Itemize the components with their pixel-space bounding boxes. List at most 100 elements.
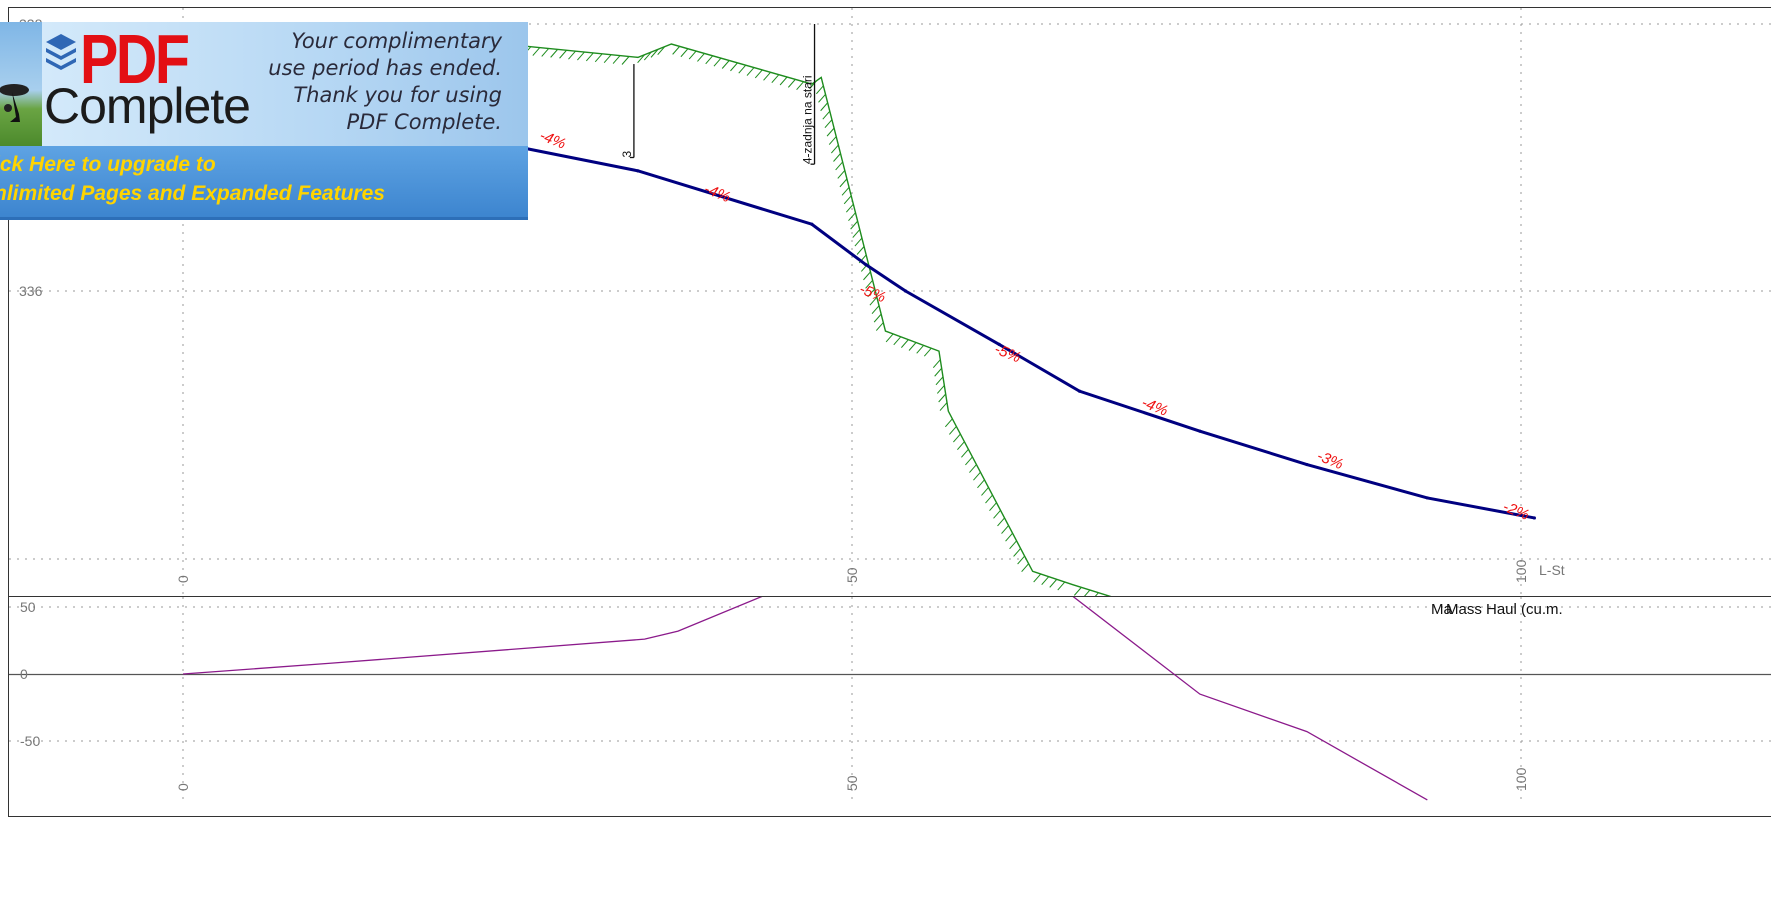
existing-ground-hatch xyxy=(688,50,697,60)
design-grade-vertex xyxy=(863,262,867,266)
existing-ground-hatch xyxy=(981,487,989,496)
banner-top: PDF Complete Your complimentary use peri… xyxy=(0,22,528,146)
mass-haul-frame xyxy=(8,596,1771,817)
design-grade-vertex xyxy=(1198,429,1202,433)
existing-ground-hatch xyxy=(830,144,839,154)
existing-ground-line xyxy=(504,43,1112,596)
existing-ground-hatch xyxy=(754,69,763,79)
existing-ground-hatch xyxy=(977,479,985,489)
existing-ground-hatch xyxy=(603,54,612,64)
existing-ground-hatch xyxy=(845,203,854,213)
existing-ground-hatch xyxy=(916,345,925,354)
existing-ground-hatch xyxy=(818,93,826,103)
existing-ground-hatch xyxy=(730,62,738,72)
profile-plot xyxy=(502,24,1536,617)
pdf-complete-logo: PDF Complete xyxy=(42,20,251,144)
existing-ground-hatch xyxy=(822,110,831,120)
existing-ground-hatch xyxy=(738,64,747,74)
existing-ground-hatch xyxy=(532,47,541,56)
existing-ground-hatch xyxy=(885,333,894,343)
existing-ground-hatch xyxy=(856,246,865,255)
design-grade-vertex xyxy=(997,342,1001,346)
existing-ground-hatch xyxy=(637,54,645,64)
existing-ground-hatch xyxy=(1017,555,1025,565)
existing-ground-hatch xyxy=(854,237,863,247)
existing-ground-hatch xyxy=(923,347,932,357)
profile-x-tick-label: 0 xyxy=(175,575,191,583)
existing-ground-hatch xyxy=(1142,607,1149,615)
existing-ground-hatch xyxy=(1005,532,1013,542)
existing-ground-hatch xyxy=(1094,592,1099,596)
design-grade-vertex xyxy=(1425,496,1429,500)
existing-ground-hatch xyxy=(867,288,876,298)
profile-y-tick-label: 336 xyxy=(19,283,43,299)
grade-percent-label: -4% xyxy=(537,127,568,153)
existing-ground-hatch xyxy=(771,74,780,83)
existing-ground-hatch xyxy=(957,441,965,450)
existing-ground-hatch xyxy=(1117,600,1124,608)
existing-ground-hatch xyxy=(1013,548,1021,557)
design-grade-vertex xyxy=(810,222,814,226)
existing-ground-hatch xyxy=(828,136,837,145)
existing-ground-hatch xyxy=(1057,581,1066,591)
existing-ground-hatch xyxy=(871,305,880,315)
mass-haul-line xyxy=(182,597,1428,801)
banner-message-line: PDF Complete. xyxy=(346,110,502,134)
upgrade-line[interactable]: ick Here to upgrade to xyxy=(0,153,216,176)
existing-ground-hatch xyxy=(672,46,681,55)
design-grade-line xyxy=(503,142,1535,520)
logo-complete-text: Complete xyxy=(44,78,251,134)
existing-ground-hatch xyxy=(1001,525,1009,534)
profile-x-tick-label: 100 xyxy=(1513,559,1529,583)
mass-haul-plot xyxy=(182,597,1428,801)
upgrade-line[interactable]: nlimited Pages and Expanded Features xyxy=(0,182,385,205)
grade-percent-label: -5% xyxy=(857,281,888,307)
existing-ground-hatch xyxy=(713,57,722,67)
grade-percent-label: -5% xyxy=(992,341,1023,367)
existing-ground-hatch xyxy=(953,433,961,443)
existing-ground-hatch xyxy=(1073,587,1082,596)
existing-ground-hatch xyxy=(869,296,878,306)
existing-ground-hatch xyxy=(815,85,824,95)
logo-pdf-text: PDF xyxy=(80,20,190,98)
upgrade-link[interactable]: ick Here to upgrade to nlimited Pages an… xyxy=(0,146,528,220)
existing-ground-hatch xyxy=(550,49,559,58)
existing-ground-hatch xyxy=(865,279,873,289)
existing-ground-hatch xyxy=(873,313,882,323)
profile-axis-caption: L-St xyxy=(1539,562,1565,578)
existing-ground-hatch xyxy=(848,212,856,222)
existing-ground-hatch xyxy=(1021,563,1029,573)
existing-ground-hatch xyxy=(779,76,788,86)
existing-ground-hatch xyxy=(841,186,850,196)
mass-haul-y-tick-label: 0 xyxy=(20,666,28,682)
grade-percent-label: -4% xyxy=(702,180,733,206)
existing-ground-hatch xyxy=(1151,609,1158,617)
existing-ground-hatch xyxy=(985,494,993,504)
existing-ground-hatch xyxy=(939,402,948,411)
design-grade-vertex xyxy=(903,289,908,293)
upgrade-link-text[interactable]: ick Here to upgrade to nlimited Pages an… xyxy=(0,150,385,208)
station-marker-label: 4-zadnja na stari xyxy=(801,75,815,164)
existing-ground-hatch xyxy=(989,502,997,512)
existing-ground-hatch xyxy=(908,342,917,351)
mass-haul-y-tick-label: -50 xyxy=(20,733,40,749)
existing-ground-hatch xyxy=(680,48,689,58)
design-grade-vertex xyxy=(1532,516,1536,520)
existing-ground-hatch xyxy=(932,359,941,368)
existing-ground-hatch xyxy=(837,170,846,179)
mass-haul-y-tick-label: 50 xyxy=(20,599,36,615)
existing-ground-hatch xyxy=(612,55,621,64)
existing-ground-hatch xyxy=(839,178,848,188)
banner-message-line: use period has ended. xyxy=(268,56,502,80)
existing-ground-hatch xyxy=(809,80,817,90)
existing-ground-hatch xyxy=(650,49,659,58)
design-grade-vertex xyxy=(636,169,640,173)
existing-ground-hatch xyxy=(746,67,755,76)
existing-ground-hatch xyxy=(721,60,730,69)
existing-ground-hatch xyxy=(936,385,945,394)
profile-x-tick-label: 50 xyxy=(844,567,860,583)
existing-ground-hatch xyxy=(843,195,852,205)
upgrade-banner[interactable]: PDF Complete Your complimentary use peri… xyxy=(0,22,528,220)
existing-ground-hatch xyxy=(824,119,833,129)
existing-ground-hatch xyxy=(697,53,705,62)
